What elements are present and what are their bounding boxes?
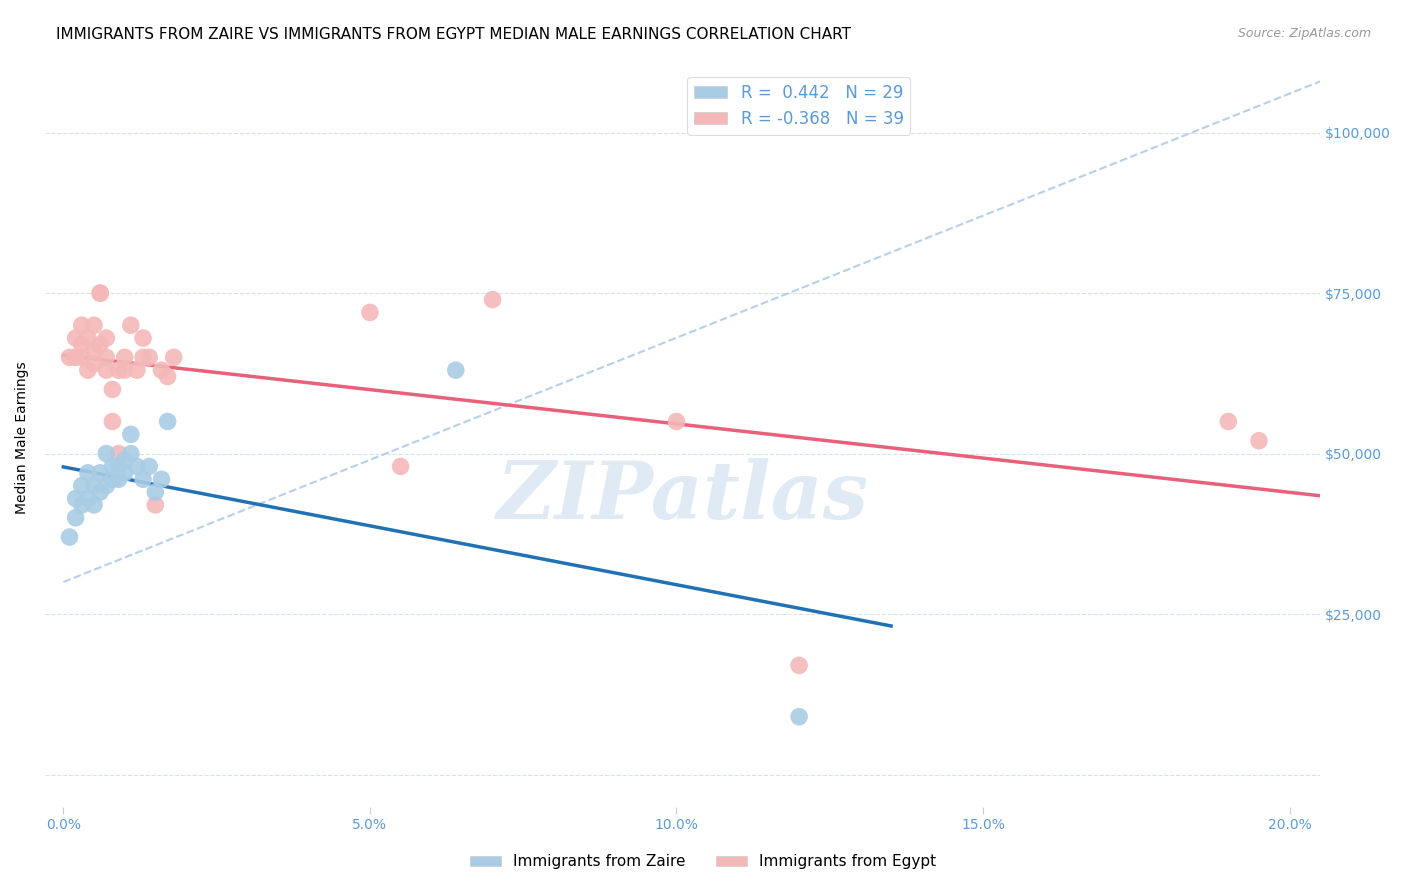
Point xyxy=(58,351,80,365)
Point xyxy=(77,331,100,345)
Point xyxy=(481,293,503,307)
Text: IMMIGRANTS FROM ZAIRE VS IMMIGRANTS FROM EGYPT MEDIAN MALE EARNINGS CORRELATION : IMMIGRANTS FROM ZAIRE VS IMMIGRANTS FROM… xyxy=(56,27,851,42)
Point xyxy=(65,331,87,345)
Legend: R =  0.442   N = 29, R = -0.368   N = 39: R = 0.442 N = 29, R = -0.368 N = 39 xyxy=(688,77,910,135)
Point xyxy=(114,453,136,467)
Point xyxy=(359,305,381,319)
Point xyxy=(120,427,142,442)
Point xyxy=(787,710,810,724)
Point xyxy=(77,491,100,506)
Point xyxy=(114,363,136,377)
Point xyxy=(77,466,100,480)
Point xyxy=(65,510,87,524)
Point xyxy=(107,447,129,461)
Point xyxy=(1247,434,1270,448)
Point xyxy=(96,351,118,365)
Point xyxy=(89,286,111,301)
Point xyxy=(83,318,105,333)
Point xyxy=(138,459,160,474)
Point xyxy=(58,530,80,544)
Point xyxy=(138,351,160,365)
Point xyxy=(96,331,118,345)
Point xyxy=(156,369,179,384)
Point xyxy=(156,415,179,429)
Point xyxy=(143,498,166,512)
Point xyxy=(89,337,111,351)
Point xyxy=(163,351,186,365)
Point xyxy=(89,286,111,301)
Point xyxy=(107,363,129,377)
Point xyxy=(132,351,155,365)
Point xyxy=(70,478,93,492)
Point xyxy=(114,466,136,480)
Point xyxy=(89,466,111,480)
Text: Source: ZipAtlas.com: Source: ZipAtlas.com xyxy=(1237,27,1371,40)
Point xyxy=(125,363,148,377)
Point xyxy=(83,343,105,358)
Point xyxy=(77,363,100,377)
Text: ZIPatlas: ZIPatlas xyxy=(496,458,869,535)
Point xyxy=(132,472,155,486)
Legend: Immigrants from Zaire, Immigrants from Egypt: Immigrants from Zaire, Immigrants from E… xyxy=(464,848,942,875)
Point xyxy=(150,472,173,486)
Point xyxy=(101,472,124,486)
Point xyxy=(107,472,129,486)
Point xyxy=(65,491,87,506)
Point xyxy=(120,447,142,461)
Point xyxy=(65,351,87,365)
Point xyxy=(787,658,810,673)
Y-axis label: Median Male Earnings: Median Male Earnings xyxy=(15,361,30,514)
Point xyxy=(101,383,124,397)
Point xyxy=(70,318,93,333)
Point xyxy=(665,415,688,429)
Point xyxy=(444,363,467,377)
Point xyxy=(125,459,148,474)
Point xyxy=(101,459,124,474)
Point xyxy=(70,351,93,365)
Point xyxy=(1218,415,1240,429)
Point xyxy=(107,459,129,474)
Point xyxy=(143,485,166,500)
Point xyxy=(83,357,105,371)
Point xyxy=(389,459,412,474)
Point xyxy=(96,478,118,492)
Point xyxy=(89,485,111,500)
Point xyxy=(114,351,136,365)
Point xyxy=(70,337,93,351)
Point xyxy=(101,415,124,429)
Point xyxy=(83,478,105,492)
Point xyxy=(132,331,155,345)
Point xyxy=(150,363,173,377)
Point xyxy=(96,447,118,461)
Point xyxy=(96,363,118,377)
Point xyxy=(83,498,105,512)
Point xyxy=(120,318,142,333)
Point xyxy=(70,498,93,512)
